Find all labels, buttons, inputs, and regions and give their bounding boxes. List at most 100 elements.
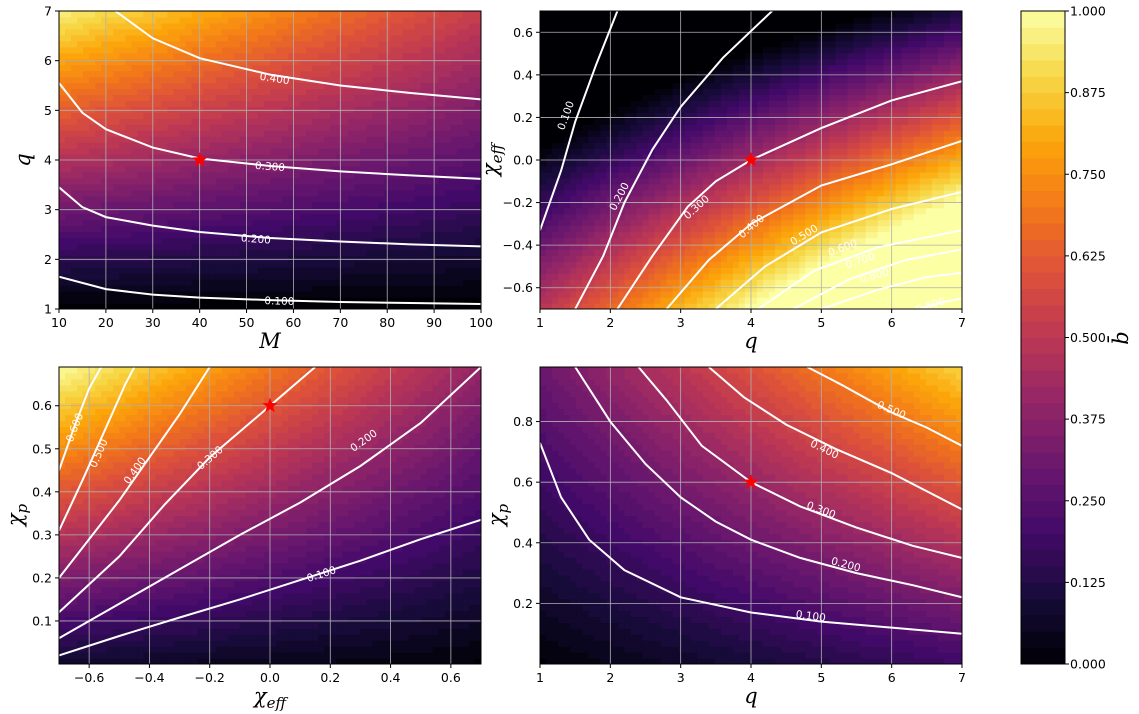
contour-line-0.200 [574,367,962,599]
contour-label: 0.300 [254,160,285,174]
contour-line-0.400 [708,367,962,511]
colorbar-segment [1021,566,1065,583]
reference-star-marker [262,397,278,413]
x-axis-label: q [744,684,757,708]
contour-line-0.600 [59,367,103,471]
colorbar-tick-label: 0.875 [1070,85,1106,100]
colorbar-segment [1021,517,1065,534]
y-tick-label: 0.4 [513,67,533,82]
y-tick-label: 0.2 [32,570,52,585]
colorbar-segment [1021,402,1065,420]
colorbar-segment [1021,59,1065,77]
y-tick-label: 0.6 [513,25,533,40]
colorbar-segment [1021,206,1065,224]
contour-label: 0.100 [795,609,826,625]
x-tick-label: 0.0 [260,670,280,685]
grid [59,367,481,664]
contour-line-0.400 [59,367,211,579]
x-tick-label: 70 [332,315,348,330]
x-tick-label: −0.4 [134,670,164,685]
colorbar-segment [1021,549,1065,567]
y-tick-label: −0.2 [503,195,533,210]
colorbar-segment [1021,190,1065,208]
grid [59,11,481,309]
y-tick-label: 6 [44,53,52,68]
colorbar-tick-label: 1.000 [1070,4,1106,19]
colorbar-segment [1021,615,1065,632]
colorbar-segment [1021,141,1065,159]
y-tick-label: 0.3 [32,527,52,542]
colorbar-segment [1021,108,1065,126]
colorbar-segment [1021,631,1065,649]
contour-line-0.500 [806,367,962,447]
y-tick-label: 3 [44,202,52,217]
x-axis-label: χeff [252,684,289,712]
x-tick-label: 1 [536,670,544,685]
x-tick-label: 100 [469,315,493,330]
colorbar-segment [1021,174,1065,192]
y-tick-label: 0.2 [513,110,533,125]
colorbar-segment [1021,157,1065,175]
x-tick-label: 40 [192,315,208,330]
x-axis-label: M [258,329,281,353]
x-tick-label: 10 [51,315,67,330]
contour-label: 0.100 [264,295,294,308]
colorbar-segment [1021,468,1065,485]
contour-line-0.100 [540,11,619,231]
contour-line-0.100 [59,275,481,305]
x-tick-label: 7 [958,670,966,685]
colorbar-segment [1021,304,1065,322]
x-tick-label: −0.6 [74,670,104,685]
contour-line-0.100 [59,518,481,657]
colorbar-segment [1021,255,1065,273]
colorbar-tick-label: 0.125 [1070,575,1106,590]
x-tick-label: 3 [677,315,685,330]
contour-line-0.500 [59,367,136,532]
colorbar-segment [1021,386,1065,404]
colorbar-tick-label: 0.500 [1070,330,1106,345]
contour-line-0.800 [919,297,962,309]
x-tick-label: 6 [888,670,896,685]
contour-line-0.400 [114,11,481,101]
x-tick-label: 2 [606,670,614,685]
colorbar-segment [1021,337,1065,355]
reference-star-marker [192,152,208,167]
contour-line-0.200 [574,11,773,309]
x-tick-label: 7 [958,315,966,330]
x-tick-label: 90 [426,315,442,330]
y-axis-label: q [11,153,35,166]
colorbar-segment [1021,582,1065,600]
colorbar: 0.000 0.125 0.250 0.375 0.500 0.625 0.750 0.875… [1020,4,1133,672]
y-axis-label: χp [484,503,512,528]
x-tick-label: 3 [677,670,685,685]
colorbar-segment [1021,451,1065,469]
contour-line-0.300 [616,80,962,309]
colorbar-tick-label: 0.250 [1070,493,1106,508]
colorbar-segment [1021,272,1065,290]
colorbar-segment [1021,76,1065,94]
y-tick-label: 0.0 [513,153,533,168]
x-tick-label: 0.2 [320,670,340,685]
x-tick-label: 2 [606,315,614,330]
colorbar-segment [1021,533,1065,551]
colorbar-segment [1021,92,1065,110]
colorbar-segment [1021,484,1065,502]
contour-line-0.600 [757,229,962,309]
contour-label: 0.400 [259,71,291,87]
reference-star-marker [743,152,759,167]
x-tick-label: −0.2 [195,670,225,685]
colorbar-segment [1021,435,1065,453]
contour-line-0.200 [59,367,481,640]
contour-line-0.200 [59,186,481,248]
colorbar-segment [1021,239,1065,257]
x-tick-label: 0.6 [441,670,461,685]
colorbar-segment [1021,500,1065,518]
contour-label: 0.200 [240,232,271,246]
x-tick-label: 20 [98,315,114,330]
x-tick-label: 4 [747,670,755,685]
reference-star-marker [743,474,759,489]
